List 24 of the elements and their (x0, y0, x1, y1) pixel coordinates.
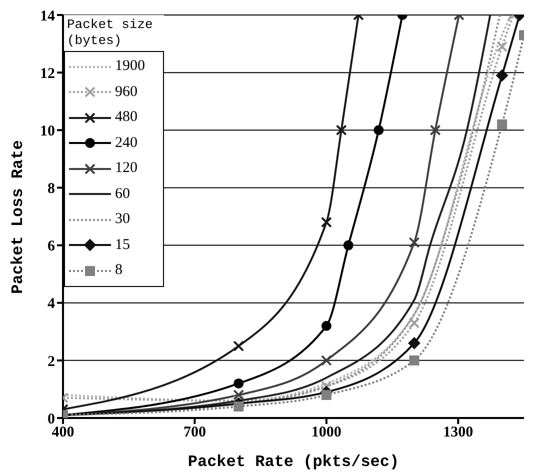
legend-label: 120 (115, 160, 138, 178)
y-axis-title: Packet Loss Rate (9, 140, 28, 294)
y-tick-label: 10 (40, 123, 55, 140)
y-tick-label: 0 (48, 411, 55, 428)
legend-label: 8 (115, 262, 122, 280)
y-tick-label: 2 (48, 354, 55, 370)
y-tick-label: 8 (48, 181, 55, 198)
x-axis-title: Packet Rate (pkts/sec) (188, 453, 400, 471)
x-tick-label: 1300 (443, 424, 474, 441)
x-tick-label: 700 (183, 424, 206, 441)
legend-label: 1900 (115, 58, 145, 76)
y-tick-label: 4 (48, 296, 56, 312)
legend-title: Packet size (bytes) (66, 16, 154, 50)
legend-label: 240 (115, 134, 138, 152)
legend-label: 15 (115, 236, 130, 254)
legend-label: 60 (115, 186, 130, 203)
y-tick-label: 6 (48, 238, 56, 255)
legend-label: 480 (115, 109, 138, 126)
y-tick-label: 14 (40, 8, 56, 24)
legend-label: 960 (115, 84, 138, 101)
y-tick-label: 12 (40, 66, 55, 82)
legend-label: 30 (115, 211, 130, 228)
x-tick-label: 1000 (311, 424, 342, 441)
x-tick-label: 400 (52, 424, 74, 441)
